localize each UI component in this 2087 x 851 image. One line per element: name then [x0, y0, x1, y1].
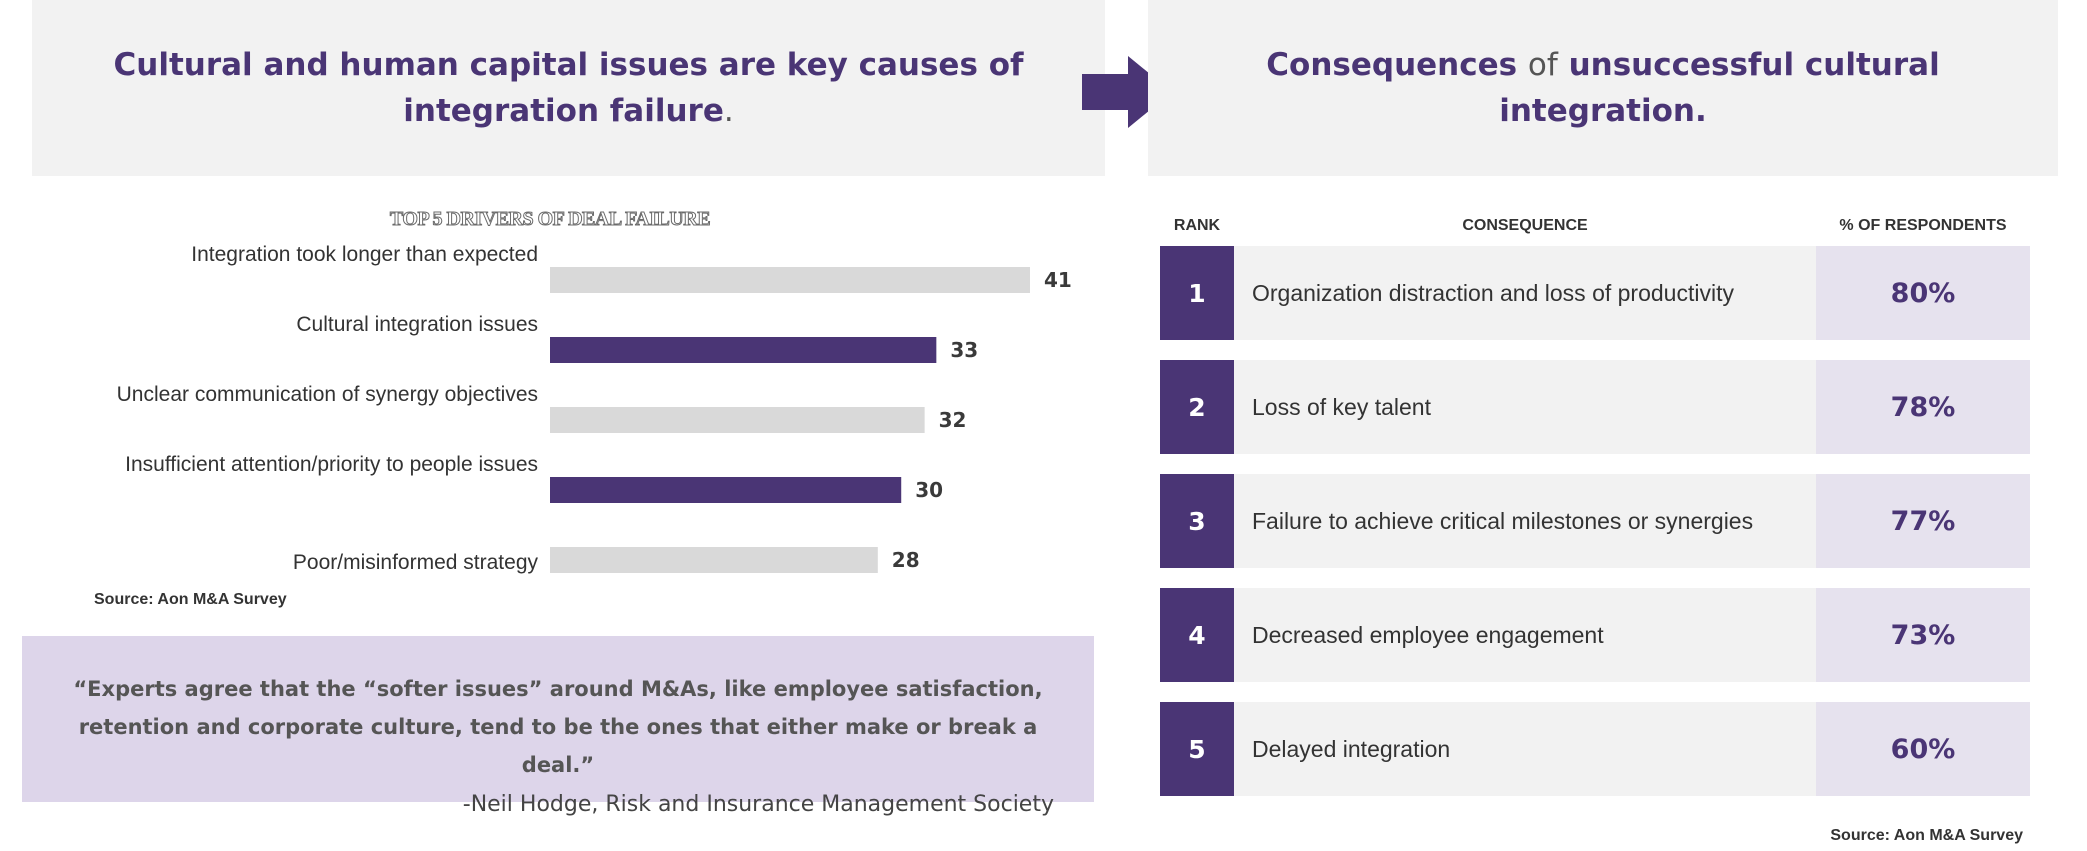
- bar-chart: Integration took longer than expected 41 C…: [117, 243, 1072, 574]
- rank-cell: 3: [1160, 474, 1234, 568]
- bar-category-label: Integration took longer than expected: [191, 243, 538, 266]
- bar-category-label: Unclear communication of synergy objecti…: [117, 383, 538, 406]
- rank-cell: 4: [1160, 588, 1234, 682]
- pct-cell: 78%: [1816, 360, 2030, 454]
- bar: [550, 477, 902, 503]
- table-row: 3 Failure to achieve critical milestones…: [1160, 474, 2030, 568]
- col-header-rank: RANK: [1173, 217, 1221, 234]
- consequence-cell: Delayed integration: [1234, 702, 1816, 796]
- consequence-cell: Loss of key talent: [1234, 360, 1816, 454]
- bar: [550, 267, 1030, 293]
- consequence-cell: Failure to achieve critical milestones o…: [1234, 474, 1816, 568]
- rank-cell: 2: [1160, 360, 1234, 454]
- right-header-panel: Consequences of unsuccessful cultural in…: [1148, 0, 2058, 176]
- table-row: 1 Organization distraction and loss of p…: [1160, 246, 2030, 340]
- table-row: 2 Loss of key talent 78%: [1160, 360, 2030, 454]
- bar-value-label: 32: [939, 408, 967, 432]
- consequence-cell: Organization distraction and loss of pro…: [1234, 246, 1816, 340]
- chart-title: TOP 5 DRIVERS OF DEAL FAILURE: [389, 208, 711, 231]
- table-source: Source: Aon M&A Survey: [1830, 827, 2023, 844]
- rank-cell: 5: [1160, 702, 1234, 796]
- bar-category-label: Poor/misinformed strategy: [293, 551, 539, 574]
- bar: [550, 337, 937, 363]
- table-row: 5 Delayed integration 60%: [1160, 702, 2030, 796]
- bar-value-label: 28: [892, 548, 920, 572]
- pct-cell: 60%: [1816, 702, 2030, 796]
- bar-value-label: 33: [950, 338, 978, 362]
- left-header-panel: Cultural and human capital issues are ke…: [32, 0, 1105, 176]
- bar-category-label: Cultural integration issues: [296, 313, 538, 336]
- chart-source: Source: Aon M&A Survey: [94, 591, 287, 608]
- quote-text: “Experts agree that the “softer issues” …: [73, 677, 1043, 777]
- bar-category-label: Insufficient attention/priority to peopl…: [125, 453, 538, 476]
- quote-attribution: -Neil Hodge, Risk and Insurance Manageme…: [462, 792, 1054, 817]
- col-header-pct: % OF RESPONDENTS: [1839, 217, 2007, 234]
- pct-cell: 73%: [1816, 588, 2030, 682]
- consequence-cell: Decreased employee engagement: [1234, 588, 1816, 682]
- left-header-title: Cultural and human capital issues are ke…: [113, 47, 1024, 129]
- bar: [550, 407, 925, 433]
- right-header-title: Consequences of unsuccessful cultural in…: [1266, 47, 1940, 129]
- rank-cell: 1: [1160, 246, 1234, 340]
- pct-cell: 77%: [1816, 474, 2030, 568]
- col-header-consequence: CONSEQUENCE: [1462, 217, 1588, 234]
- pct-cell: 80%: [1816, 246, 2030, 340]
- quote-box: “Experts agree that the “softer issues” …: [22, 636, 1094, 817]
- bar-value-label: 41: [1044, 268, 1072, 292]
- table-row: 4 Decreased employee engagement 73%: [1160, 588, 2030, 682]
- bar-value-label: 30: [915, 478, 943, 502]
- bar: [550, 547, 878, 573]
